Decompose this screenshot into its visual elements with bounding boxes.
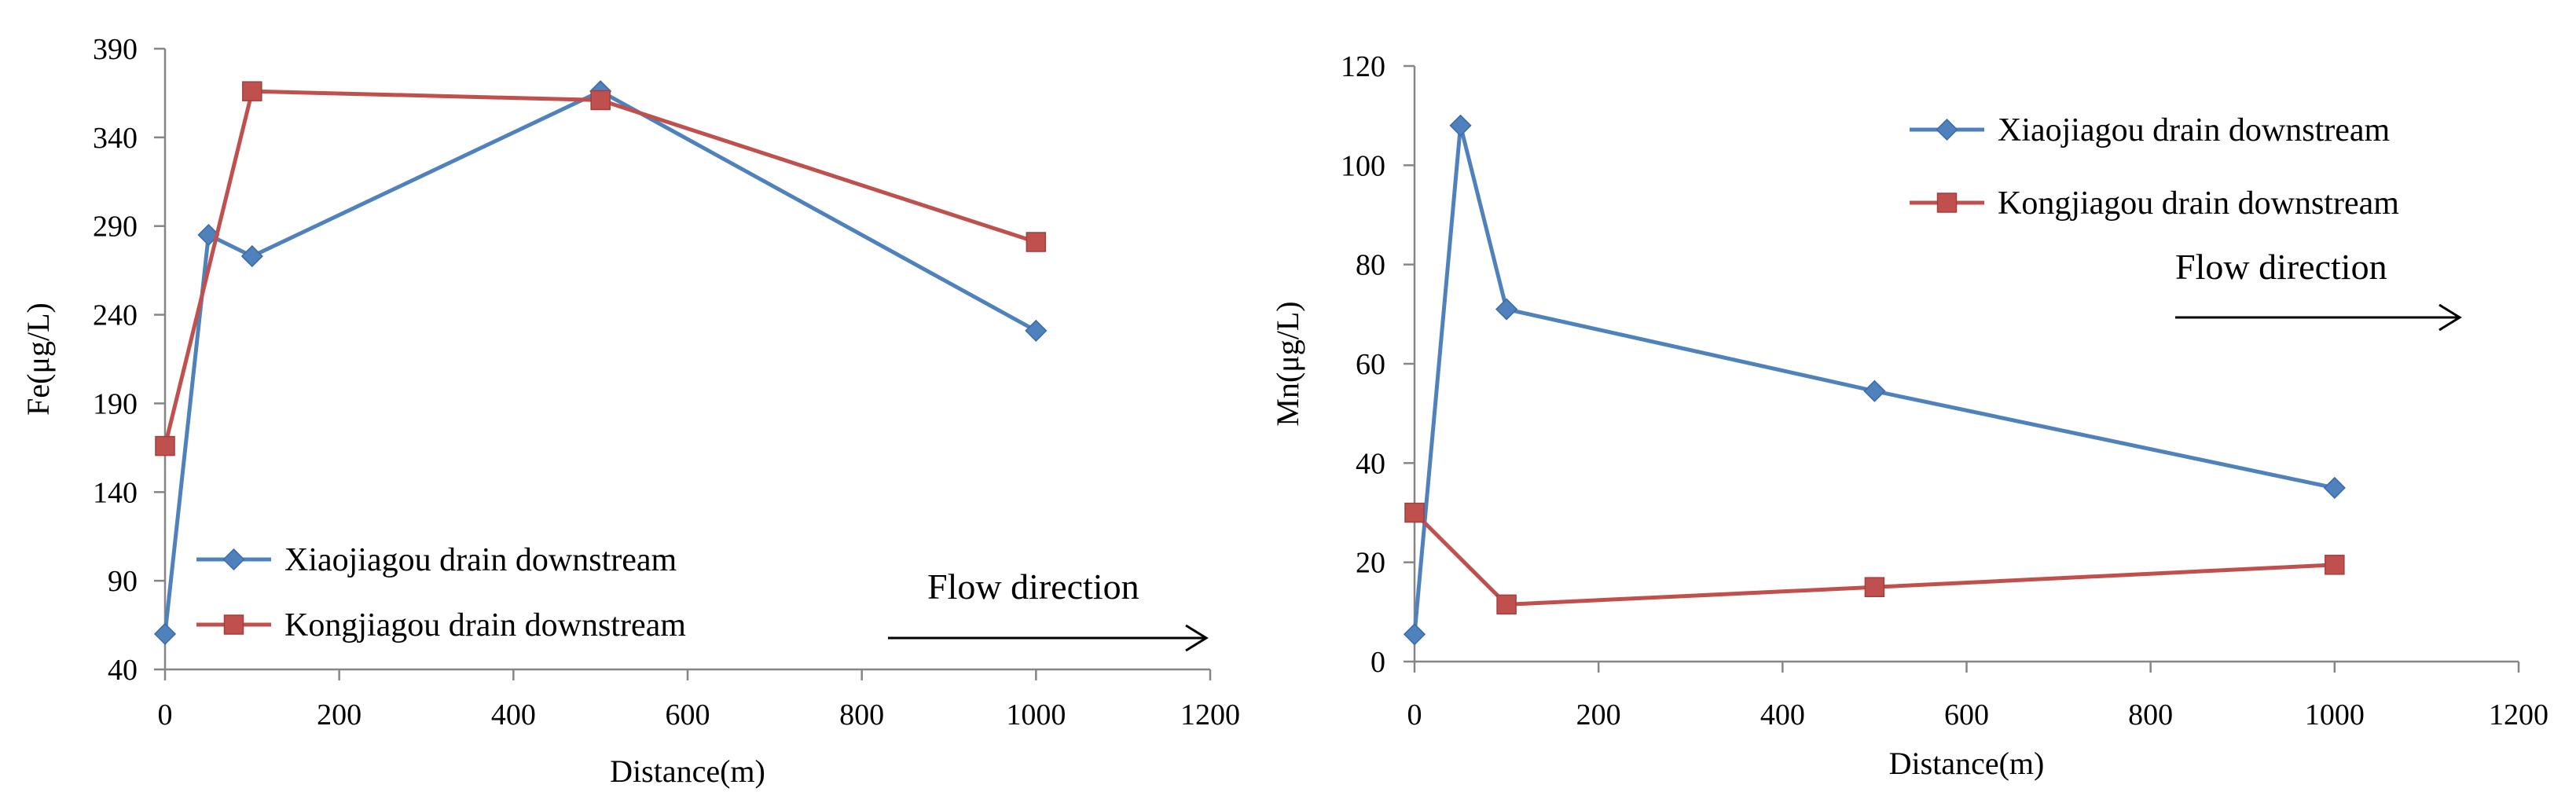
- y-tick-label: 90: [108, 565, 138, 598]
- legend-item-2: Kongjiagou drain downstream: [1910, 185, 2399, 222]
- y-tick-label: 240: [93, 299, 138, 332]
- x-tick-label: 800: [839, 698, 884, 732]
- legend-label: Kongjiagou drain downstream: [284, 607, 686, 644]
- data-point: [1025, 319, 1048, 342]
- data-point: [155, 435, 175, 456]
- data-point: [1404, 502, 1425, 523]
- data-point: [1403, 623, 1426, 646]
- y-tick-label: 20: [1356, 547, 1385, 580]
- x-tick-label: 0: [158, 698, 173, 732]
- series-2: [1404, 502, 2345, 615]
- data-point: [1496, 594, 1517, 615]
- x-tick-label: 400: [491, 698, 536, 732]
- legend-marker: [1936, 192, 1958, 213]
- legend-label: Xiaojiagou drain downstream: [1998, 112, 2391, 148]
- y-tick-label: 390: [93, 33, 138, 66]
- data-point: [1449, 114, 1472, 137]
- y-tick-label: 120: [1341, 50, 1385, 83]
- legend: Xiaojiagou drain downstream Kongjiagou dr…: [1910, 112, 2399, 222]
- data-point: [240, 245, 263, 268]
- x-tick-label: 0: [1407, 698, 1422, 732]
- y-tick-label: 60: [1356, 348, 1385, 381]
- chart-1: 40 90 140 190 240 290 340 390 0 200 400 600 800 1000 1…: [20, 33, 1240, 789]
- x-axis-label: Distance(m): [1889, 746, 2045, 781]
- data-point: [1863, 380, 1886, 402]
- legend-label: Xiaojiagou drain downstream: [284, 542, 677, 578]
- y-axis-label: Mn(μg/L): [1270, 301, 1305, 426]
- x-tick-label: 600: [666, 698, 710, 732]
- series-1: [153, 80, 1048, 645]
- flow-direction: Flow direction: [888, 566, 1209, 652]
- legend-label: Kongjiagou drain downstream: [1998, 185, 2399, 222]
- data-point: [153, 622, 177, 645]
- y-tick-label: 340: [93, 122, 138, 155]
- series-line: [1413, 511, 2335, 607]
- y-tick-label: 190: [93, 387, 138, 420]
- y-tick-label: 290: [93, 211, 138, 244]
- x-tick-label: 200: [317, 698, 361, 732]
- x-tick-label: 1200: [1180, 698, 1240, 732]
- legend-item-2: Kongjiagou drain downstream: [196, 607, 686, 644]
- x-tick-label: 1000: [1006, 698, 1066, 732]
- data-point: [2325, 555, 2345, 575]
- legend-marker: [222, 548, 245, 571]
- data-point: [590, 90, 611, 111]
- arrow-right-icon: [1185, 624, 1209, 652]
- series-2: [155, 81, 1047, 456]
- data-point: [242, 81, 262, 101]
- y-tick-label: 100: [1341, 149, 1385, 182]
- data-point: [1495, 298, 1518, 321]
- y-tick-label: 40: [1356, 447, 1385, 480]
- x-tick-label: 600: [1944, 698, 1989, 732]
- y-tick-label: 80: [1356, 249, 1385, 282]
- data-point: [1026, 232, 1047, 252]
- flow-direction-label: Flow direction: [2175, 247, 2387, 287]
- x-tick-label: 1000: [2305, 698, 2365, 732]
- series-1: [1403, 114, 2346, 646]
- legend-marker: [1936, 118, 1958, 141]
- y-tick-label: 140: [93, 476, 138, 509]
- legend: Xiaojiagou drain downstream Kongjiagou dr…: [196, 542, 686, 644]
- y-tick-label: 0: [1371, 646, 1385, 679]
- legend-item-1: Xiaojiagou drain downstream: [1910, 112, 2391, 148]
- x-tick-label: 200: [1576, 698, 1621, 732]
- x-axis-label: Distance(m): [610, 754, 765, 789]
- data-point: [2323, 476, 2346, 499]
- x-tick-label: 800: [2128, 698, 2173, 732]
- data-point: [1864, 577, 1885, 597]
- flow-direction-label: Flow direction: [927, 566, 1139, 607]
- y-axis-label: Fe(μg/L): [20, 302, 56, 416]
- series-line: [163, 89, 1037, 447]
- legend-marker: [223, 614, 244, 635]
- arrow-right-icon: [2438, 303, 2462, 332]
- x-tick-label: 1200: [2489, 698, 2548, 732]
- x-tick-label: 400: [1760, 698, 1805, 732]
- y-tick-label: 40: [108, 654, 138, 687]
- legend-item-1: Xiaojiagou drain downstream: [196, 542, 677, 578]
- flow-direction: Flow direction: [2175, 247, 2462, 332]
